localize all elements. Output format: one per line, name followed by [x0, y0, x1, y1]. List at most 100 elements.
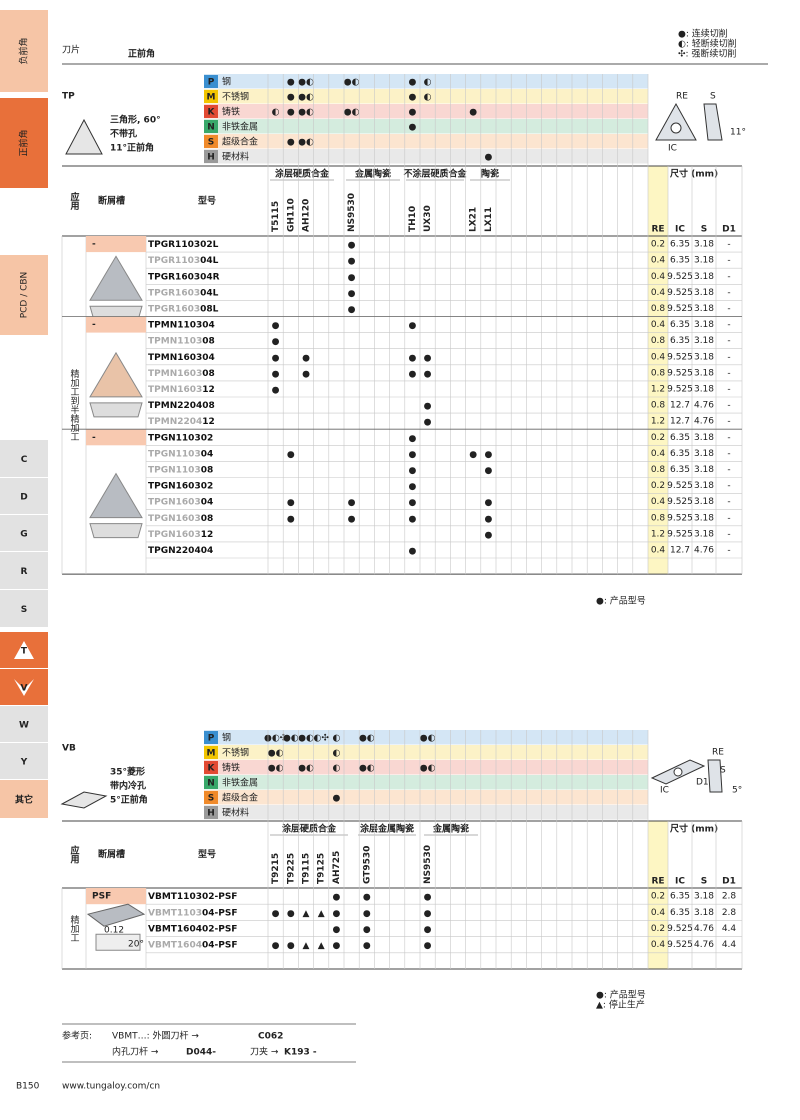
- dimension: 2.8: [722, 892, 737, 902]
- grade-name: NS9530: [423, 845, 433, 884]
- material-name: 钢: [222, 732, 231, 744]
- dimension: 9.525: [667, 529, 693, 539]
- diagram-label: IC: [668, 144, 677, 154]
- grade-name: T9225: [286, 853, 296, 884]
- chipbreaker-profile: [89, 402, 143, 418]
- dimension: 9.525: [667, 497, 693, 507]
- application-label: 精加工: [69, 914, 80, 942]
- sidebar-tab: [0, 440, 48, 477]
- material-band: [204, 745, 648, 760]
- availability: ●: [332, 941, 340, 951]
- material-name: 非铁金属: [222, 777, 258, 789]
- model-suffix: 08: [202, 336, 215, 346]
- material-symbol: ◐: [272, 108, 280, 118]
- grade-group: 涂层硬质合金: [275, 168, 330, 180]
- grade-name: AH120: [302, 199, 312, 232]
- dimension: 6.35: [670, 449, 690, 459]
- dimension: 3.18: [694, 384, 714, 394]
- reference-page: C062: [258, 1032, 283, 1042]
- dimension: -: [727, 240, 730, 250]
- chipbreaker-band: [86, 316, 146, 333]
- legend-item: ◐: 轻断续切削: [678, 38, 737, 50]
- availability: ●: [424, 418, 432, 428]
- availability: ●: [348, 273, 356, 283]
- availability: ●: [424, 893, 432, 903]
- header-model: 型号: [198, 848, 216, 860]
- dimension: 6.35: [670, 320, 690, 330]
- material-badge: [204, 776, 218, 789]
- availability: ●: [484, 450, 492, 460]
- diagram-label: 5°: [732, 786, 742, 796]
- dimension: 0.2: [651, 924, 665, 934]
- dimension: -: [727, 352, 730, 362]
- sidebar-tab: [0, 515, 48, 551]
- model: TPMN160304: [148, 352, 215, 362]
- chip-dim: 0.12: [104, 926, 124, 936]
- material-symbol: ●◐: [283, 734, 299, 744]
- dimension: -: [727, 481, 730, 491]
- availability: ●: [408, 434, 416, 444]
- model: TPMN160312: [148, 384, 215, 394]
- material-badge: [204, 90, 218, 103]
- availability: ●: [408, 450, 416, 460]
- availability: ●: [348, 289, 356, 299]
- grade-group: 陶瓷: [481, 168, 499, 180]
- sidebar-label: S: [21, 605, 27, 615]
- material-symbol: ●◐: [344, 108, 360, 118]
- diagram-label: IC: [660, 786, 669, 796]
- material-band: [204, 790, 648, 805]
- model: TPGR160304L: [148, 288, 219, 298]
- grade-name: LX11: [484, 207, 494, 232]
- section-desc: 带内冷孔: [110, 780, 146, 792]
- dimension: 2.8: [722, 908, 737, 918]
- grade-name: AH725: [332, 851, 342, 884]
- footer-url: www.tungaloy.com/cn: [62, 1082, 160, 1092]
- grade-name: GH110: [286, 198, 296, 232]
- sidebar-label: 其它: [15, 794, 33, 806]
- model-code: TPMN2204: [148, 417, 202, 427]
- sidebar-tab: [0, 669, 48, 705]
- material-name: 铸铁: [222, 762, 240, 774]
- material-symbol: ◐: [332, 749, 340, 759]
- material-badge: [204, 761, 218, 774]
- material-symbol: ●: [408, 123, 416, 133]
- model-suffix: 12: [202, 384, 215, 394]
- model: TPGR160304R: [148, 272, 220, 282]
- material-symbol: ●◐: [359, 764, 375, 774]
- legend-item: ✣: 强断续切削: [678, 48, 736, 60]
- material-name: 硬材料: [222, 807, 249, 819]
- model-suffix: 04-PSF: [202, 908, 238, 918]
- material-letter: M: [207, 749, 216, 759]
- material-symbol: ◐: [424, 93, 432, 103]
- model: TPGN110302: [148, 433, 213, 443]
- diagram-label: RE: [712, 748, 724, 758]
- chipbreaker-image: [86, 903, 146, 927]
- dimension: 6.35: [670, 892, 690, 902]
- dimension: 3.18: [694, 481, 714, 491]
- header-dimensions: 尺寸 (mm): [670, 168, 718, 180]
- model-suffix: 04: [201, 497, 214, 507]
- model-code: TPGN160302: [148, 481, 213, 491]
- availability: ●: [287, 498, 295, 508]
- chip-dim: 20°: [128, 940, 144, 950]
- model: TPGN160302: [148, 481, 213, 491]
- dimension: -: [727, 417, 730, 427]
- dimension: 0.4: [651, 940, 666, 950]
- diagram-label: 11°: [730, 128, 746, 138]
- model: TPGN220404: [148, 545, 213, 555]
- dimension: 3.18: [694, 256, 714, 266]
- availability: ●: [332, 893, 340, 903]
- reference-page: D044-: [186, 1048, 216, 1058]
- dimension: 12.7: [670, 417, 690, 427]
- material-letter: M: [207, 93, 216, 103]
- material-symbol: ◐: [332, 764, 340, 774]
- dimension: 9.525: [667, 368, 693, 378]
- material-symbol: ●◐: [298, 138, 314, 148]
- availability: ●: [272, 941, 280, 951]
- grade-name: GT9530: [362, 846, 372, 884]
- dimension: 9.525: [667, 272, 693, 282]
- model: VBMT160402-PSF: [148, 924, 237, 934]
- model-code: TPGN1603: [148, 497, 201, 507]
- material-symbol: ●◐: [298, 764, 314, 774]
- grade-group: 涂层金属陶瓷: [360, 823, 414, 835]
